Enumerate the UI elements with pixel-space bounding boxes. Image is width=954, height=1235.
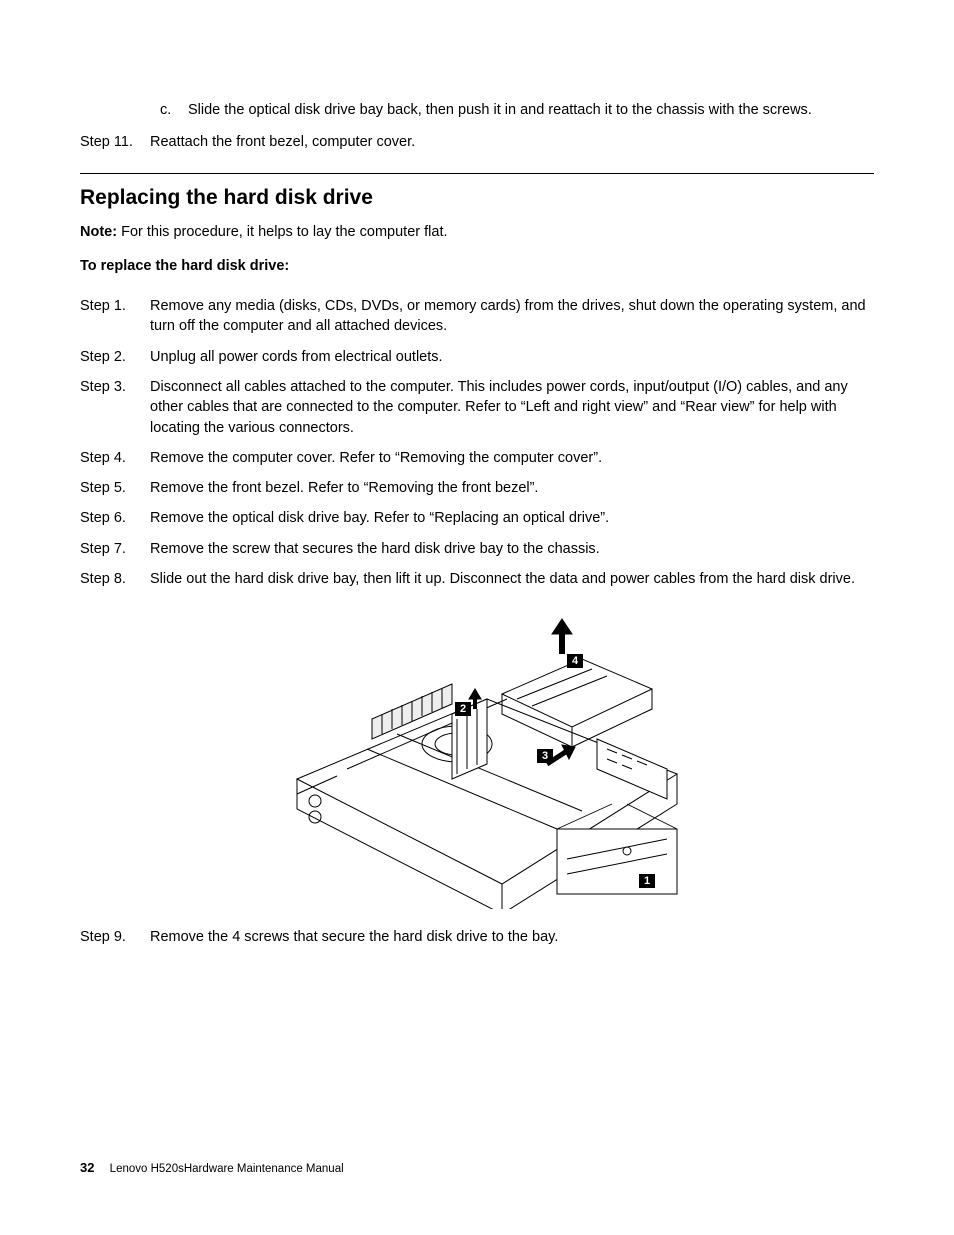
callout-3: 3 — [537, 749, 553, 763]
step-text: Reattach the front bezel, computer cover… — [150, 132, 874, 152]
step-text: Slide out the hard disk drive bay, then … — [150, 569, 874, 589]
step-3: Step 3. Disconnect all cables attached t… — [80, 377, 874, 438]
step-text: Remove the 4 screws that secure the hard… — [150, 927, 874, 947]
step-2: Step 2. Unplug all power cords from elec… — [80, 347, 874, 367]
note-text: For this procedure, it helps to lay the … — [117, 224, 447, 240]
step-text: Unplug all power cords from electrical o… — [150, 347, 874, 367]
step-label: Step 7. — [80, 539, 150, 559]
note-label: Note: — [80, 224, 117, 240]
step-6: Step 6. Remove the optical disk drive ba… — [80, 508, 874, 528]
step-11: Step 11. Reattach the front bezel, compu… — [80, 132, 874, 152]
step-label: Step 9. — [80, 927, 150, 947]
step-9: Step 9. Remove the 4 screws that secure … — [80, 927, 874, 947]
step-label: Step 1. — [80, 296, 150, 337]
step-text: Remove any media (disks, CDs, DVDs, or m… — [150, 296, 874, 337]
procedure-intro: To replace the hard disk drive: — [80, 258, 874, 274]
step-5: Step 5. Remove the front bezel. Refer to… — [80, 478, 874, 498]
step-4: Step 4. Remove the computer cover. Refer… — [80, 448, 874, 468]
section-divider — [80, 173, 874, 174]
step-label: Step 2. — [80, 347, 150, 367]
step-text: Remove the front bezel. Refer to “Removi… — [150, 478, 874, 498]
substep-c: c. Slide the optical disk drive bay back… — [160, 100, 874, 120]
callout-2: 2 — [455, 702, 471, 716]
step-label: Step 3. — [80, 377, 150, 438]
step-text: Disconnect all cables attached to the co… — [150, 377, 874, 438]
step-text: Remove the optical disk drive bay. Refer… — [150, 508, 874, 528]
step-8: Step 8. Slide out the hard disk drive ba… — [80, 569, 874, 589]
hard-disk-figure: 4 2 3 1 — [257, 599, 697, 909]
step-text: Remove the computer cover. Refer to “Rem… — [150, 448, 874, 468]
step-label: Step 4. — [80, 448, 150, 468]
callout-4: 4 — [567, 654, 583, 668]
note-line: Note: For this procedure, it helps to la… — [80, 224, 874, 240]
step-1: Step 1. Remove any media (disks, CDs, DV… — [80, 296, 874, 337]
step-label: Step 5. — [80, 478, 150, 498]
substep-text: Slide the optical disk drive bay back, t… — [188, 100, 812, 120]
step-7: Step 7. Remove the screw that secures th… — [80, 539, 874, 559]
page-number: 32 — [80, 1160, 94, 1175]
step-label: Step 8. — [80, 569, 150, 589]
chassis-diagram-icon — [257, 599, 697, 909]
book-title: Lenovo H520sHardware Maintenance Manual — [110, 1163, 344, 1175]
step-text: Remove the screw that secures the hard d… — [150, 539, 874, 559]
step-label: Step 6. — [80, 508, 150, 528]
section-heading: Replacing the hard disk drive — [80, 186, 874, 210]
page-footer: 32 Lenovo H520sHardware Maintenance Manu… — [80, 1160, 344, 1175]
substep-letter: c. — [160, 100, 188, 120]
step-label: Step 11. — [80, 132, 150, 152]
callout-1: 1 — [639, 874, 655, 888]
